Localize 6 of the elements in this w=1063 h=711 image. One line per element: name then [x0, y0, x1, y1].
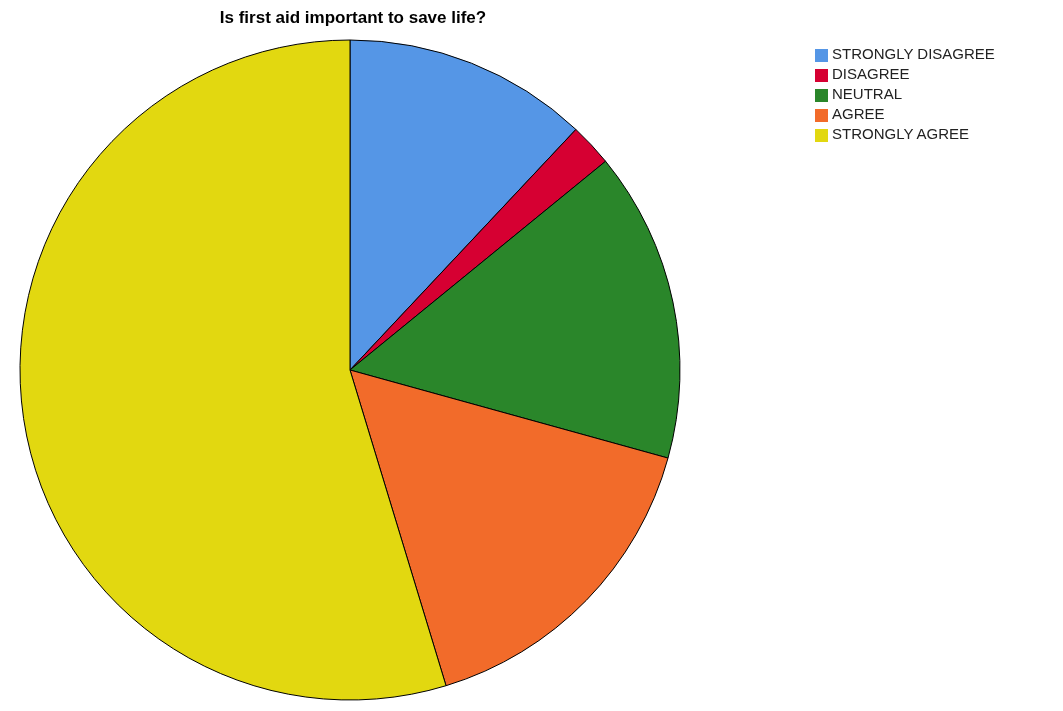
legend-label: DISAGREE: [832, 65, 910, 82]
chart-title: Is first aid important to save life?: [218, 8, 488, 28]
legend-label: AGREE: [832, 105, 885, 122]
legend-label: STRONGLY DISAGREE: [832, 45, 995, 62]
legend-label: STRONGLY AGREE: [832, 125, 969, 142]
legend-label: NEUTRAL: [832, 85, 903, 102]
